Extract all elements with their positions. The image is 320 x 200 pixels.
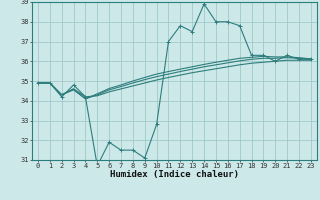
- X-axis label: Humidex (Indice chaleur): Humidex (Indice chaleur): [110, 170, 239, 179]
